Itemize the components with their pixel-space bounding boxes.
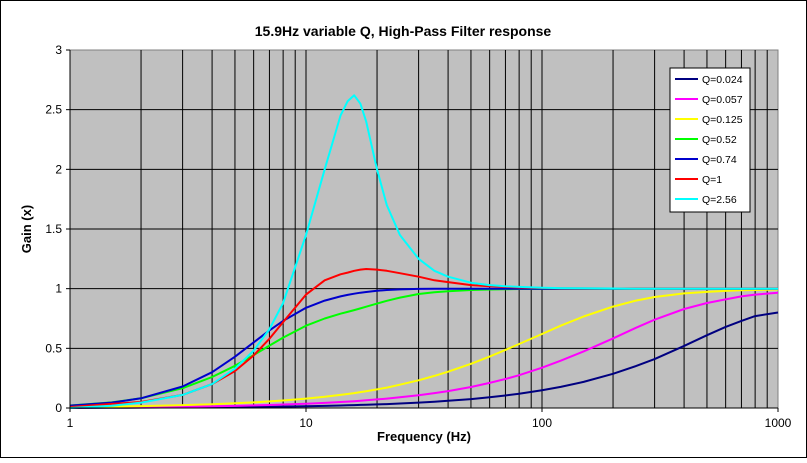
legend-label: Q=1 xyxy=(702,174,722,186)
legend-label: Q=0.74 xyxy=(702,154,737,166)
series-line xyxy=(69,291,779,409)
y-tick-label: 2.5 xyxy=(45,103,62,117)
y-tick-label: 3 xyxy=(55,43,62,57)
legend: Q=0.024 Q=0.057 Q=0.125 Q=0.52 Q=0.74 Q=1 Q=2.… xyxy=(669,67,751,213)
legend-label: Q=2.56 xyxy=(702,194,737,206)
chart-title: 15.9Hz variable Q, High-Pass Filter resp… xyxy=(255,23,552,39)
series-line xyxy=(69,311,779,409)
legend-label: Q=0.057 xyxy=(702,94,743,106)
legend-label: Q=0.125 xyxy=(702,114,743,126)
x-tick-label: 10 xyxy=(299,416,313,430)
axes: 0 0.5 1 1.5 2 2.5 3 1 10 100 1000 xyxy=(45,43,791,430)
x-tick-label: 1000 xyxy=(765,416,792,430)
gridlines xyxy=(70,50,778,408)
y-axis-title: Gain (x) xyxy=(19,205,34,253)
y-tick-label: 0.5 xyxy=(45,341,62,355)
y-tick-label: 2 xyxy=(55,162,62,176)
x-axis-title: Frequency (Hz) xyxy=(377,429,471,444)
y-tick-label: 1.5 xyxy=(45,222,62,236)
series-lines xyxy=(69,94,779,409)
series-line xyxy=(69,94,778,409)
series-line xyxy=(69,288,779,408)
x-tick-label: 100 xyxy=(532,416,552,430)
x-tick-label: 1 xyxy=(67,416,74,430)
legend-label: Q=0.52 xyxy=(702,134,737,146)
y-tick-label: 0 xyxy=(55,401,62,415)
legend-label: Q=0.024 xyxy=(702,74,743,86)
y-tick-label: 1 xyxy=(55,282,62,296)
